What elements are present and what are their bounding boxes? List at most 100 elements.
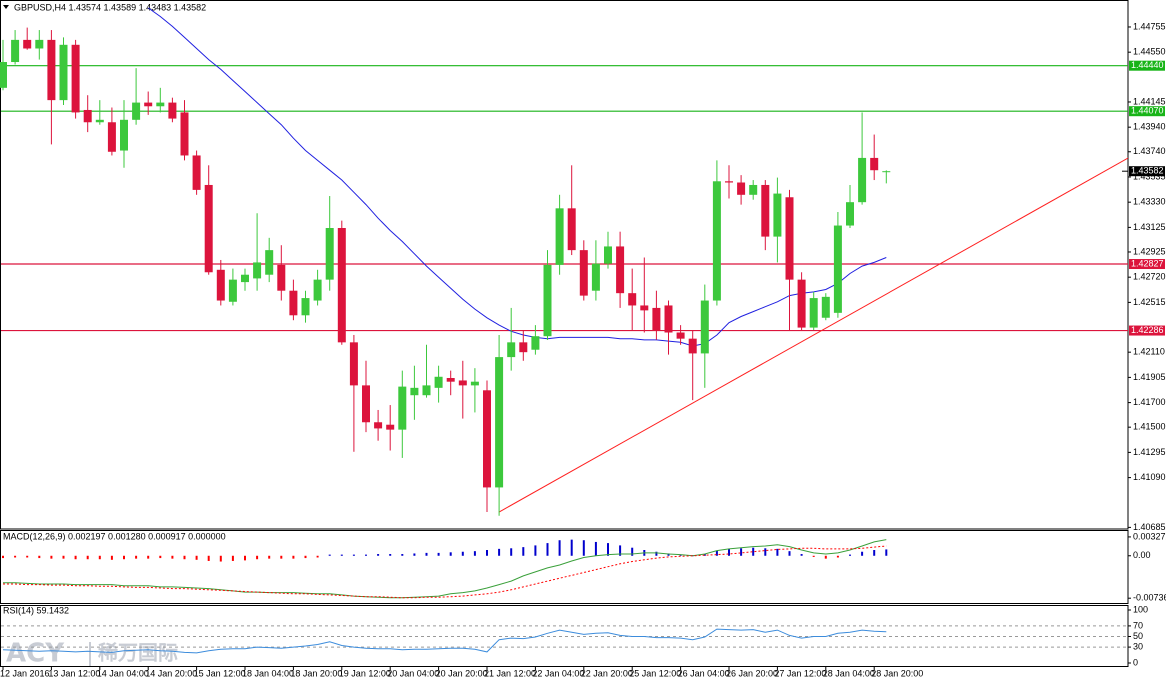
y-tick-label: 1.41295 bbox=[1133, 447, 1166, 457]
candle-body bbox=[289, 290, 298, 316]
y-tick-label: 1.44755 bbox=[1133, 21, 1166, 31]
macd-bar bbox=[292, 555, 295, 559]
macd-bar bbox=[159, 555, 162, 559]
macd-bar bbox=[824, 555, 827, 559]
candle-body bbox=[858, 157, 867, 203]
macd-bar bbox=[340, 554, 343, 556]
trendline bbox=[498, 157, 1128, 513]
candle-body bbox=[700, 300, 709, 354]
candle-body bbox=[761, 184, 770, 237]
level-tag bbox=[1129, 106, 1165, 117]
candle-body bbox=[519, 342, 528, 353]
macd-bar bbox=[377, 554, 380, 556]
x-tick-label: 22 Jan 04:00 bbox=[532, 668, 584, 678]
macd-bar bbox=[728, 548, 730, 556]
macd-bar bbox=[328, 554, 331, 556]
candle-body bbox=[821, 296, 830, 318]
indicator-title: MACD(12,26,9) 0.002197 0.001280 0.000917… bbox=[3, 531, 226, 541]
macd-bar bbox=[183, 555, 186, 560]
macd-bar bbox=[365, 554, 367, 556]
y-tick-label: 50 bbox=[1133, 631, 1143, 641]
macd-bar bbox=[558, 540, 561, 556]
macd-main bbox=[3, 539, 887, 599]
macd-bar bbox=[401, 554, 404, 556]
candle-body bbox=[688, 338, 697, 354]
macd-bar bbox=[195, 555, 198, 560]
y-tick-label: 0 bbox=[1133, 657, 1138, 667]
candle-body bbox=[95, 119, 104, 123]
macd-bar bbox=[546, 543, 549, 556]
x-tick-label: 18 Jan 04:00 bbox=[242, 668, 294, 678]
y-tick-label: 1.42925 bbox=[1133, 246, 1166, 256]
level-tag bbox=[1129, 259, 1165, 270]
y-tick-label: 1.43330 bbox=[1133, 197, 1166, 207]
macd-bar bbox=[123, 555, 125, 560]
y-tick-label: 1.42720 bbox=[1133, 272, 1166, 282]
candle-body bbox=[362, 385, 370, 423]
candle-body bbox=[785, 197, 794, 280]
macd-bar bbox=[752, 547, 755, 556]
macd-bar bbox=[352, 554, 355, 556]
macd-bar bbox=[873, 550, 876, 556]
candle-body bbox=[628, 293, 637, 306]
candle-body bbox=[23, 39, 32, 49]
candle-body bbox=[809, 298, 818, 328]
level-label: 1.44440 bbox=[1131, 60, 1164, 70]
candle-body bbox=[507, 342, 516, 358]
candle-body bbox=[325, 228, 334, 280]
candle-body bbox=[422, 385, 431, 396]
x-tick-label: 26 Jan 04:00 bbox=[678, 668, 730, 678]
candle-body bbox=[386, 424, 395, 430]
candle-body bbox=[579, 250, 588, 296]
candle-body bbox=[398, 386, 407, 430]
macd-bar bbox=[316, 555, 319, 558]
x-tick-label: 22 Jan 20:00 bbox=[581, 668, 633, 678]
y-tick-label: 1.41090 bbox=[1133, 472, 1166, 482]
y-tick-label: 1.41500 bbox=[1133, 422, 1166, 432]
level-label: 1.42827 bbox=[1131, 258, 1164, 268]
menu-arrow bbox=[3, 5, 9, 9]
candle-body bbox=[773, 193, 782, 237]
macd-bar bbox=[594, 541, 597, 556]
candle-body bbox=[470, 381, 479, 386]
level-label: 1.44070 bbox=[1131, 106, 1164, 116]
candle-body bbox=[71, 44, 80, 113]
x-tick-label: 28 Jan 04:00 bbox=[823, 668, 875, 678]
y-tick-label: 1.41905 bbox=[1133, 372, 1166, 382]
candle-body bbox=[652, 307, 661, 331]
x-tick-label: 21 Jan 12:00 bbox=[484, 668, 536, 678]
x-tick-label: 25 Jan 12:00 bbox=[629, 668, 681, 678]
y-tick-label: 1.43535 bbox=[1133, 171, 1166, 181]
candle-body bbox=[591, 263, 600, 291]
macd-bar bbox=[836, 555, 839, 558]
macd-bar bbox=[256, 555, 259, 560]
macd-bar bbox=[740, 548, 743, 556]
x-tick-label: 26 Jan 20:00 bbox=[726, 668, 778, 678]
macd-bar bbox=[461, 551, 464, 556]
candle-body bbox=[725, 181, 733, 183]
level-tag bbox=[1129, 60, 1165, 71]
macd-bar bbox=[619, 545, 622, 556]
y-tick-label: 1.43125 bbox=[1133, 222, 1166, 232]
y-tick-label: 30 bbox=[1133, 641, 1143, 651]
macd-bar bbox=[715, 550, 718, 556]
candle-body bbox=[567, 208, 576, 251]
candle-body bbox=[870, 157, 879, 171]
macd-bar bbox=[413, 553, 416, 556]
macd-bar bbox=[38, 555, 41, 559]
macd-bar bbox=[788, 551, 791, 556]
chart-title: GBPUSD,H4 1.43574 1.43589 1.43483 1.4358… bbox=[14, 2, 206, 12]
candle-body bbox=[132, 102, 141, 120]
level-label: 1.42286 bbox=[1131, 325, 1164, 335]
macd-bar bbox=[582, 540, 585, 556]
candle-body bbox=[216, 269, 225, 301]
candle-body bbox=[458, 380, 467, 386]
candle-body bbox=[313, 279, 322, 301]
y-tick-label: 1.44145 bbox=[1133, 96, 1166, 106]
macd-bar bbox=[389, 554, 392, 556]
macd-bar bbox=[244, 555, 246, 561]
candle-body bbox=[712, 181, 721, 301]
macd-bar bbox=[885, 549, 888, 556]
candle-body bbox=[156, 102, 165, 107]
macd-bar bbox=[679, 554, 682, 556]
